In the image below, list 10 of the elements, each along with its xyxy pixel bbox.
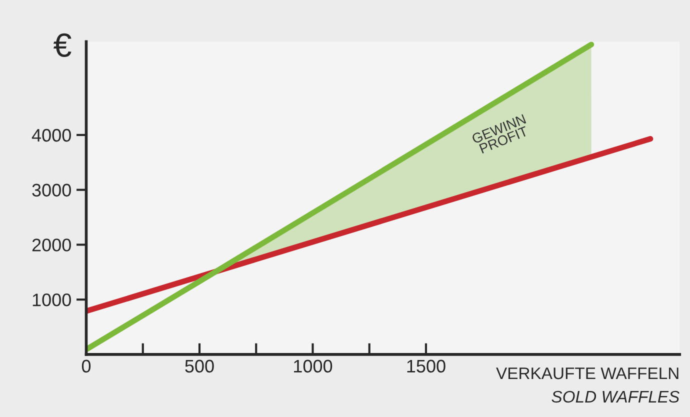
y-axis-title: €: [54, 33, 72, 58]
x-tick-label: 1500: [407, 360, 446, 373]
y-tick-label: 3000: [32, 184, 71, 197]
x-axis-title: VERKAUFTE WAFFELN SOLD WAFFLES: [496, 368, 680, 403]
y-tick-label: 1000: [32, 294, 71, 306]
x-tick-label: 500: [185, 360, 214, 373]
x-tick-label: 1000: [294, 360, 332, 373]
y-tick-label: 4000: [32, 128, 71, 142]
x-tick-label: 0: [82, 360, 91, 373]
y-tick-label: 2000: [32, 238, 71, 252]
